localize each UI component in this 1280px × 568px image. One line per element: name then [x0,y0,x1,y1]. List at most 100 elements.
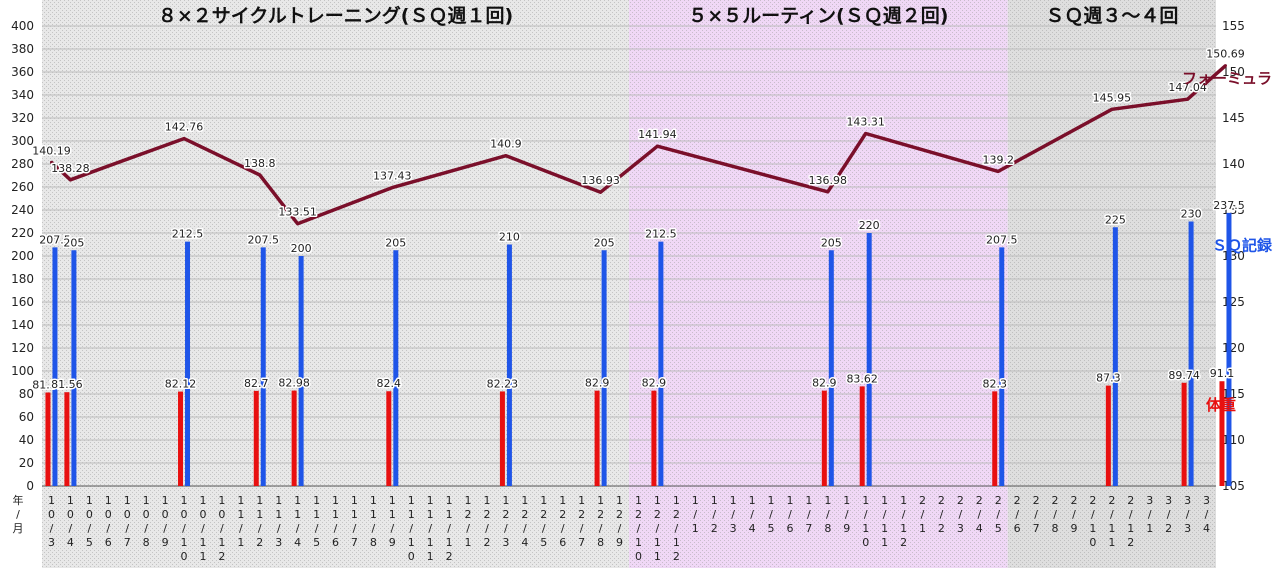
bar-data-label: 82.4 [377,377,402,390]
x-tick-char: 1 [843,494,850,507]
x-tick-char: 0 [124,508,131,521]
x-tick-label: 1/12 [900,494,907,549]
x-tick-label: 11/8 [370,494,377,549]
x-tick-char: 2 [1127,494,1134,507]
x-tick-char: 1 [408,536,415,549]
bar [1105,385,1111,486]
x-tick-char: 5 [313,536,320,549]
x-tick-char: 2 [465,508,472,521]
x-tick-char: 4 [1203,522,1210,535]
phase-band [629,0,1008,568]
x-tick-label: 11/11 [427,494,434,563]
x-tick-char: 4 [976,522,983,535]
x-tick-char: 6 [1014,522,1021,535]
bar [1219,381,1225,486]
x-tick-char: 2 [635,508,642,521]
x-tick-char: / [618,522,622,535]
bar [499,391,505,486]
x-tick-char: / [353,522,357,535]
x-tick-char: 0 [48,508,55,521]
line-data-label: 145.95 [1093,91,1132,104]
x-tick-char: / [125,522,129,535]
x-tick-char: 2 [578,508,585,521]
x-tick-char: 2 [919,494,926,507]
x-tick-label: 12/2 [483,494,490,549]
line-point [1110,107,1114,111]
bar-data-label: 220 [859,219,880,232]
x-tick-char: 3 [502,536,509,549]
x-tick-char: 1 [521,494,528,507]
y-left-tick-label: 180 [11,272,34,286]
x-tick-char: 5 [86,536,93,549]
x-tick-char: 3 [1203,494,1210,507]
line-data-label: 139.2 [982,153,1014,166]
x-tick-char: 8 [143,536,150,549]
y-right-tick-label: 105 [1222,479,1245,493]
x-tick-label: 12/11 [654,494,661,563]
x-tick-label: 10/7 [124,494,131,549]
x-tick-char: 1 [237,508,244,521]
x-tick-char: 1 [578,494,585,507]
x-tick-char: / [1034,508,1038,521]
bar [1181,382,1187,486]
x-tick-char: 1 [162,494,169,507]
x-tick-char: 3 [1165,494,1172,507]
x-tick-char: 1 [275,508,282,521]
bar [260,247,266,486]
x-tick-char: 1 [199,494,206,507]
x-tick-label: 3/2 [1165,494,1172,535]
x-tick-char: 2 [483,508,490,521]
x-tick-char: 8 [370,536,377,549]
y-left-tick-label: 80 [19,387,34,401]
x-tick-char: 6 [105,536,112,549]
x-tick-char: / [921,508,925,521]
bar [658,241,664,486]
x-tick-label: 11/5 [313,494,320,549]
x-tick-char: 3 [730,522,737,535]
x-tick-char: 1 [1146,522,1153,535]
bar-data-label: 81.31 [32,378,64,391]
x-tick-char: / [163,522,167,535]
series-name-sq: ＳＱ記録 [1212,236,1273,254]
x-tick-char: 1 [711,494,718,507]
x-tick-char: / [315,522,319,535]
x-tick-char: 3 [957,522,964,535]
x-tick-char: / [466,522,470,535]
x-tick-char: 2 [616,508,623,521]
line-point [68,178,72,182]
x-tick-char: / [864,508,868,521]
x-tick-char: 1 [881,522,888,535]
x-tick-char: 2 [218,550,225,563]
x-tick-label: 3/3 [1184,494,1191,535]
x-tick-label: 2/7 [1033,494,1040,535]
bar [178,391,184,486]
x-tick-char: 2 [483,536,490,549]
x-tick-char: 1 [181,494,188,507]
x-tick-char: / [258,522,262,535]
x-tick-char: 1 [465,536,472,549]
x-tick-label: 12/3 [502,494,509,549]
x-tick-char: 1 [786,494,793,507]
y-right-tick-label: 125 [1222,295,1245,309]
y-left-tick-label: 140 [11,318,34,332]
x-tick-char: 2 [256,536,263,549]
x-tick-label: 10/12 [218,494,225,563]
bar-data-label: 82.12 [165,378,197,391]
line-point [258,173,262,177]
x-tick-char: 1 [446,536,453,549]
x-axis-title-char: 年 [13,493,24,507]
x-tick-char: / [1053,508,1057,521]
y-right-tick-label: 120 [1222,341,1245,355]
x-tick-label: 2/4 [976,494,983,535]
x-tick-char: 1 [218,536,225,549]
line-point [864,132,868,136]
x-tick-char: 1 [654,494,661,507]
x-tick-char: 4 [521,536,528,549]
x-tick-char: / [674,522,678,535]
x-tick-char: 1 [199,550,206,563]
x-tick-char: 6 [332,536,339,549]
x-tick-char: 1 [351,494,358,507]
x-tick-char: / [1072,508,1076,521]
x-tick-label: 1/10 [862,494,869,549]
